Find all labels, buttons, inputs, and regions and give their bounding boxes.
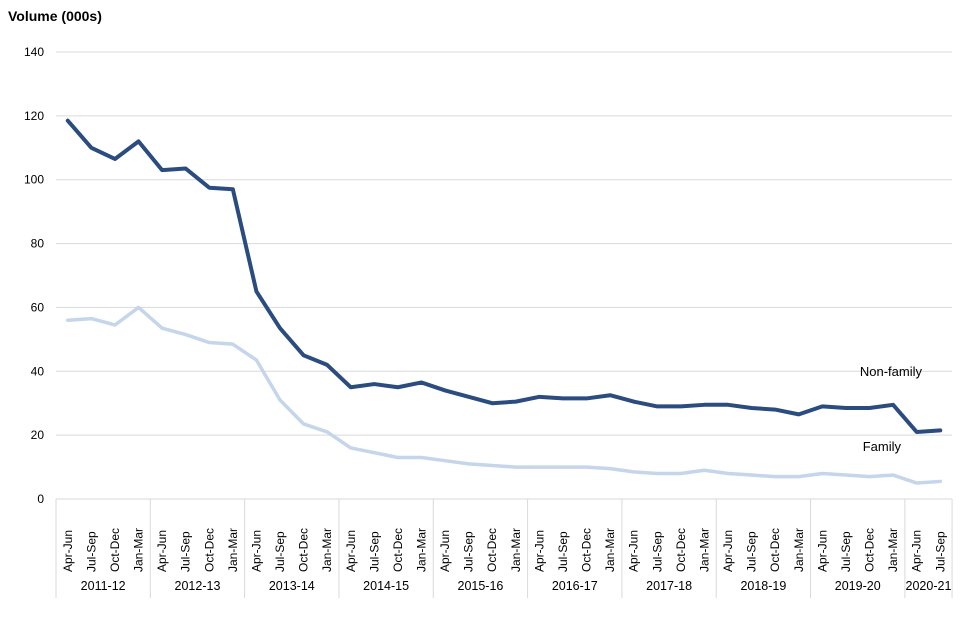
y-tick-label: 100	[24, 173, 44, 187]
quarter-tick-label: Oct-Dec	[674, 528, 688, 572]
year-label: 2020-21	[906, 579, 952, 593]
year-label: 2016-17	[552, 579, 598, 593]
quarter-tick-label: Apr-Jun	[155, 530, 169, 572]
quarter-tick-label: Oct-Dec	[580, 528, 594, 572]
quarter-tick-label: Jul-Sep	[933, 531, 947, 572]
quarter-tick-label: Oct-Dec	[768, 528, 782, 572]
year-label: 2018-19	[740, 579, 786, 593]
quarter-tick-label: Jul-Sep	[650, 531, 664, 572]
quarter-tick-label: Jul-Sep	[556, 531, 570, 572]
chart-title: Volume (000s)	[8, 8, 102, 24]
quarter-tick-label: Oct-Dec	[108, 528, 122, 572]
quarter-tick-label: Oct-Dec	[297, 528, 311, 572]
quarter-tick-label: Oct-Dec	[485, 528, 499, 572]
quarter-tick-label: Apr-Jun	[249, 530, 263, 572]
quarter-tick-label: Jan-Mar	[509, 528, 523, 572]
quarter-tick-label: Jul-Sep	[84, 531, 98, 572]
quarter-tick-label: Jan-Mar	[414, 528, 428, 572]
year-label: 2012-13	[175, 579, 221, 593]
quarter-tick-label: Jan-Mar	[132, 528, 146, 572]
quarter-tick-label: Jul-Sep	[179, 531, 193, 572]
year-label: 2015-16	[458, 579, 504, 593]
quarter-tick-label: Jan-Mar	[226, 528, 240, 572]
quarter-tick-label: Jan-Mar	[603, 528, 617, 572]
y-tick-label: 60	[31, 300, 45, 314]
year-label: 2017-18	[646, 579, 692, 593]
quarter-tick-label: Apr-Jun	[438, 530, 452, 572]
quarter-tick-label: Oct-Dec	[863, 528, 877, 572]
quarter-tick-label: Jan-Mar	[792, 528, 806, 572]
y-tick-label: 40	[31, 364, 45, 378]
quarter-tick-label: Apr-Jun	[344, 530, 358, 572]
year-label: 2011-12	[81, 579, 126, 593]
series-label-non-family: Non-family	[860, 364, 923, 379]
quarter-tick-label: Oct-Dec	[391, 528, 405, 572]
year-label: 2014-15	[363, 579, 409, 593]
series-line-family	[66, 305, 942, 485]
quarter-tick-label: Apr-Jun	[721, 530, 735, 572]
y-tick-label: 20	[31, 428, 45, 442]
year-label: 2019-20	[835, 579, 881, 593]
quarter-tick-label: Jul-Sep	[367, 531, 381, 572]
quarter-tick-label: Apr-Jun	[627, 530, 641, 572]
quarter-tick-label: Jan-Mar	[320, 528, 334, 572]
quarter-tick-label: Jan-Mar	[886, 528, 900, 572]
quarter-tick-label: Jul-Sep	[273, 531, 287, 572]
quarter-tick-label: Jan-Mar	[697, 528, 711, 572]
series-line-non-family	[65, 118, 943, 434]
quarter-tick-label: Apr-Jun	[532, 530, 546, 572]
y-tick-label: 140	[24, 45, 44, 59]
year-label: 2013-14	[269, 579, 315, 593]
quarter-tick-label: Apr-Jun	[815, 530, 829, 572]
y-tick-label: 80	[31, 237, 45, 251]
y-tick-label: 120	[24, 109, 44, 123]
y-tick-label: 0	[37, 492, 44, 506]
series-label-family: Family	[863, 439, 902, 454]
quarter-tick-label: Jul-Sep	[462, 531, 476, 572]
quarter-tick-label: Oct-Dec	[202, 528, 216, 572]
quarter-tick-label: Apr-Jun	[910, 530, 924, 572]
quarter-tick-label: Apr-Jun	[61, 530, 75, 572]
quarter-tick-label: Jul-Sep	[839, 531, 853, 572]
quarter-tick-label: Jul-Sep	[745, 531, 759, 572]
